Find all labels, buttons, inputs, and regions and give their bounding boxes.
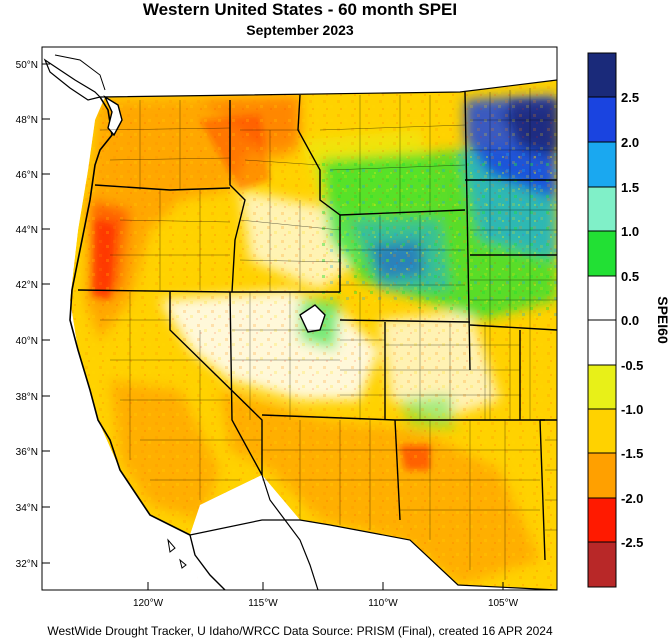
lat-label: 38°N	[16, 392, 38, 403]
map-subtitle: September 2023	[246, 22, 354, 38]
lon-label: 105°W	[488, 598, 519, 609]
lat-label: 42°N	[16, 280, 38, 291]
lat-label: 32°N	[16, 559, 38, 570]
lon-label: 115°W	[248, 598, 278, 609]
lat-label: 34°N	[16, 503, 38, 514]
colorbar-tick-label: -2.0	[621, 491, 643, 506]
colorbar-bin	[588, 409, 616, 453]
colorbar-bin	[588, 53, 616, 97]
colorbar-bin	[588, 276, 616, 320]
colorbar-tick-label: 1.0	[621, 224, 639, 239]
colorbar-tick-label: 1.5	[621, 180, 639, 195]
lon-label: 120°W	[133, 598, 164, 609]
colorbar-tick-label: 0.0	[621, 313, 639, 328]
county-boundaries	[99, 88, 557, 580]
mexico-area	[190, 475, 557, 590]
map-frame	[41, 46, 558, 591]
colorbar-tick-label: 2.0	[621, 135, 639, 150]
colorbar-tick-label: -1.5	[621, 446, 643, 461]
great-salt-lake	[299, 304, 326, 333]
coastline	[69, 96, 191, 536]
colorbar-bin	[588, 365, 616, 409]
colorbar-tick-label: 0.5	[621, 269, 639, 284]
latitude-axis	[42, 63, 50, 564]
colorbar-tick-label: -1.0	[621, 402, 643, 417]
colorbar-bin	[588, 498, 616, 542]
colorbar-bin	[588, 542, 616, 587]
lat-label: 50°N	[16, 60, 38, 71]
colorbar-bin	[588, 142, 616, 187]
colorbar-bin	[588, 320, 616, 365]
footer-credit: WestWide Drought Tracker, U Idaho/WRCC D…	[47, 624, 553, 638]
lat-label: 44°N	[16, 225, 38, 236]
lat-label: 48°N	[16, 115, 38, 126]
spei-map-field	[42, 47, 557, 590]
lat-label: 36°N	[16, 447, 38, 458]
canada-area	[100, 47, 557, 97]
map-title: Western United States - 60 month SPEI	[142, 0, 458, 19]
colorbar-tick-label: -0.5	[621, 358, 643, 373]
colorbar-tick-label: -2.5	[621, 535, 643, 550]
colorbar-bin	[588, 231, 616, 276]
lat-label: 46°N	[16, 170, 38, 181]
colorbar-bin	[588, 97, 616, 142]
colorbar-tick-label: 2.5	[621, 90, 639, 105]
colorbar-bin	[588, 187, 616, 231]
colorbar-title: SPEI60	[655, 296, 670, 344]
lon-label: 110°W	[368, 598, 398, 609]
longitude-axis	[147, 582, 504, 590]
pacific-ocean	[42, 47, 200, 590]
colorbar: 2.5 2.0 1.5 1.0 0.5 0.0 -0.5 -1.0 -1.5 -…	[587, 52, 670, 588]
colorbar-bin	[588, 453, 616, 498]
lat-label: 40°N	[16, 336, 38, 347]
